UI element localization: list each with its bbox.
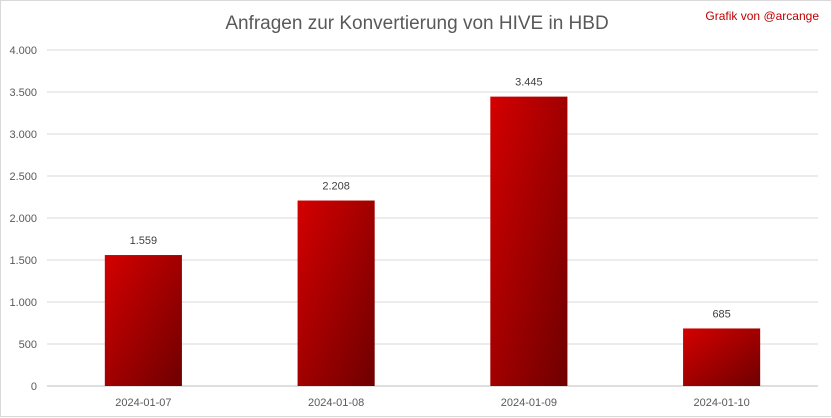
y-tick-label: 3.500 [9, 87, 37, 99]
y-tick-label: 3.000 [9, 129, 37, 141]
y-tick-label: 4.000 [9, 45, 37, 57]
bars [104, 96, 761, 387]
y-tick-label: 1.500 [9, 255, 37, 267]
y-tick-label: 0 [31, 381, 37, 393]
bar [490, 96, 568, 387]
chart-title: Anfragen zur Konvertierung von HIVE in H… [225, 13, 609, 34]
y-tick-label: 2.500 [9, 171, 37, 183]
data-labels: 1.559 2.208 3.445 685 [130, 77, 731, 321]
data-label: 1.559 [130, 235, 158, 247]
data-label: 2.208 [322, 181, 350, 193]
bar [104, 255, 182, 386]
x-tick-label: 2024-01-08 [308, 397, 364, 409]
x-tick-label: 2024-01-09 [501, 397, 557, 409]
chart-credit: Grafik von @arcange [705, 9, 819, 23]
y-tick-label: 2.000 [9, 213, 37, 225]
x-tick-label: 2024-01-10 [693, 397, 749, 409]
y-tick-label: 500 [19, 339, 37, 351]
y-axis-ticks: 0 500 1.000 1.500 2.000 2.500 3.000 3.500 4.000 [9, 45, 37, 393]
x-axis-ticks: 2024-01-07 2024-01-08 2024-01-09 2024-01-10 [115, 397, 750, 409]
bar [297, 200, 375, 386]
bar [683, 328, 761, 386]
data-label: 685 [712, 308, 730, 320]
y-tick-label: 1.000 [9, 297, 37, 309]
data-label: 3.445 [515, 77, 543, 89]
x-tick-label: 2024-01-07 [115, 397, 171, 409]
